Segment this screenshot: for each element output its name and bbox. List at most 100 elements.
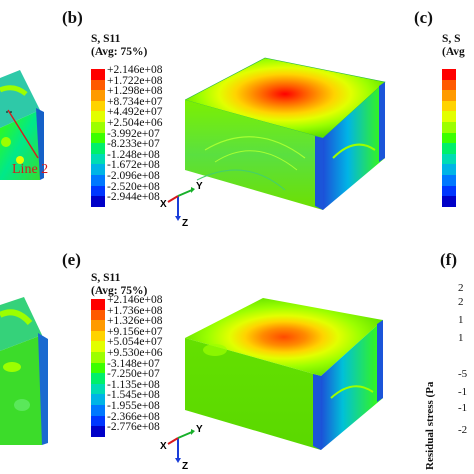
legend-b-scale: +2.146e+08 +1.722e+08 +1.298e+08 +8.734e+07… xyxy=(91,64,181,210)
panel-f-ylabel: Residual stress (Pa xyxy=(424,381,436,470)
legend-e-tick-label: +5.054e+07 xyxy=(107,336,163,349)
legend-c-swatch xyxy=(442,69,456,80)
legend-b-swatch xyxy=(91,100,105,112)
legend-e-tick-label: +1.736e+08 xyxy=(107,304,163,317)
triad-b: X Y Z xyxy=(160,181,203,226)
legend-b-swatch xyxy=(91,90,105,101)
triad-b-x-label: X xyxy=(160,199,167,210)
triad-e-x-label: X xyxy=(160,441,167,452)
legend-b-title-2: (Avg: 75%) xyxy=(91,46,148,58)
legend-e-swatch xyxy=(91,320,105,331)
legend-b-swatch xyxy=(91,175,105,186)
panel-f-tick-label: 2 xyxy=(458,296,464,308)
legend-c-swatch xyxy=(442,90,456,101)
legend-c-title-1: S, S xyxy=(442,33,461,45)
legend-b-tick-label: -1.672e+08 xyxy=(107,159,160,172)
legend-c-swatch xyxy=(442,122,456,133)
legend-b-tick-label: +1.298e+08 xyxy=(107,85,163,98)
legend-b-swatch xyxy=(91,79,105,91)
legend-e-swatch xyxy=(91,299,105,310)
legend-c-scale-partial xyxy=(442,64,474,210)
legend-b-tick-label: -2.520e+08 xyxy=(107,180,160,193)
legend-e-scale: +2.146e+08 +1.736e+08 +1.326e+08 +9.156e+07… xyxy=(91,294,181,454)
legend-e-swatch xyxy=(91,415,105,427)
legend-b-swatch xyxy=(91,69,105,80)
legend-c-title-2: (Avg xyxy=(442,46,465,58)
legend-e-tick-label: -1.955e+08 xyxy=(107,400,160,412)
legend-e-title-2: (Avg: 75%) xyxy=(91,285,148,297)
legend-c-swatch xyxy=(442,111,456,122)
line-2-label: Line 2 xyxy=(12,162,49,177)
legend-e-swatch xyxy=(91,426,105,437)
legend-b-title-1: S, S11 xyxy=(91,33,121,45)
triad-e-z-label: Z xyxy=(182,461,188,470)
model-e-contour xyxy=(185,298,383,450)
legend-b-tick-label: -2.096e+08 xyxy=(107,170,160,182)
panel-label-b: (b) xyxy=(62,8,83,27)
panel-f-tick-label: -1 xyxy=(458,402,468,414)
panel-f-tick-label: -5 xyxy=(458,368,468,380)
legend-e-tick-label: -3.148e+07 xyxy=(107,357,160,370)
legend-b-tick-label: -2.944e+08 xyxy=(107,191,160,204)
legend-b-tick-label: +1.722e+08 xyxy=(107,74,163,87)
legend-b-swatch xyxy=(91,185,105,197)
legend-c-swatch xyxy=(442,100,456,112)
legend-e-tick-label: -1.545e+08 xyxy=(107,389,160,402)
legend-e-swatch xyxy=(91,352,105,363)
legend-c-swatch xyxy=(442,164,456,175)
legend-e-swatch xyxy=(91,394,105,405)
panel-label-c: (c) xyxy=(414,8,433,27)
panel-f-tick-label: -2 xyxy=(458,424,468,436)
legend-b-swatch xyxy=(91,143,105,154)
legend-c-swatch xyxy=(442,196,456,207)
triad-b-z-label: Z xyxy=(182,218,188,226)
legend-c-swatch xyxy=(442,79,456,91)
legend-b-tick-label: +2.504e+06 xyxy=(107,117,163,129)
legend-c-swatch xyxy=(442,132,456,144)
panel-f-tick-label: 1 xyxy=(458,314,464,326)
legend-e-swatch xyxy=(91,330,105,342)
legend-b-swatch xyxy=(91,132,105,144)
legend-b-swatch xyxy=(91,153,105,165)
triad-e-y-label: Y xyxy=(196,424,203,435)
legend-b-tick-label: -3.992e+07 xyxy=(107,127,160,140)
legend-e-tick-label: +1.326e+08 xyxy=(107,315,163,328)
legend-e-swatch xyxy=(91,373,105,384)
legend-c-swatch xyxy=(442,153,456,165)
model-b-contour xyxy=(185,57,386,210)
legend-b-tick-label: +2.146e+08 xyxy=(107,64,163,76)
legend-c-swatch xyxy=(442,185,456,197)
legend-e-tick-label: +9.530e+06 xyxy=(107,347,163,359)
legend-e-swatch xyxy=(91,362,105,374)
legend-b-swatch xyxy=(91,122,105,133)
panel-label-f: (f) xyxy=(440,250,457,269)
legend-e-swatch xyxy=(91,341,105,352)
legend-e-tick-label: -1.135e+08 xyxy=(107,378,160,391)
legend-e-title-1: S, S11 xyxy=(91,272,121,284)
legend-e-swatch xyxy=(91,383,105,395)
legend-e-tick-label: -7.250e+07 xyxy=(107,368,160,381)
legend-b-swatch xyxy=(91,196,105,207)
legend-c-swatch xyxy=(442,143,456,154)
legend-e-tick-label: -2.366e+08 xyxy=(107,410,160,423)
panel-label-e: (e) xyxy=(62,250,81,269)
panel-f-tick-label: 2 xyxy=(458,282,464,294)
panel-f-tick-label: 1 xyxy=(458,332,464,344)
legend-b-tick-label: -8.233e+07 xyxy=(107,138,160,151)
legend-e-swatch xyxy=(91,405,105,416)
legend-e-tick-label: -2.776e+08 xyxy=(107,421,160,434)
legend-e-tick-label: +2.146e+08 xyxy=(107,294,163,306)
annotation-arrow xyxy=(6,109,39,159)
model-d-partial xyxy=(0,297,48,445)
triad-b-y-label: Y xyxy=(196,181,203,192)
legend-e-swatch xyxy=(91,309,105,321)
triad-e: X Y Z xyxy=(160,424,203,470)
legend-b-swatch xyxy=(91,111,105,122)
panel-f-tick-label: -1 xyxy=(458,386,468,398)
legend-e-tick-label: +9.156e+07 xyxy=(107,325,163,338)
legend-b-tick-label: -1.248e+08 xyxy=(107,148,160,161)
legend-b-tick-label: +4.492e+07 xyxy=(107,106,163,119)
legend-b-tick-label: +8.734e+07 xyxy=(107,95,163,108)
legend-b-swatch xyxy=(91,164,105,175)
legend-c-swatch xyxy=(442,175,456,186)
